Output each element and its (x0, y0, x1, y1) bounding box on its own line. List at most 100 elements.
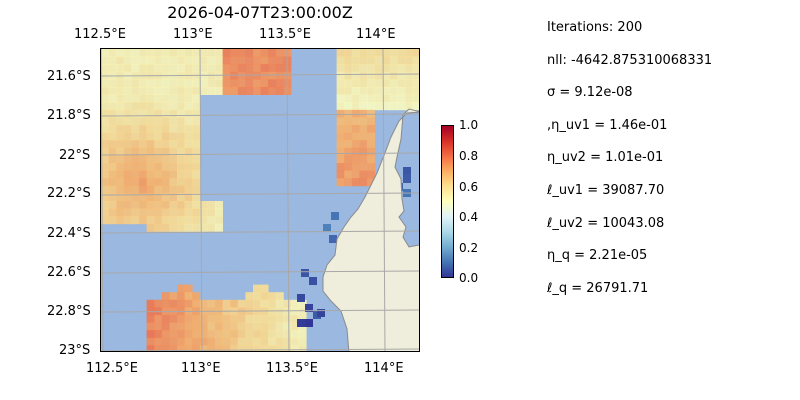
field-cell (123, 185, 132, 194)
field-cell (351, 170, 360, 179)
field-cell (154, 315, 163, 323)
field-cell (161, 155, 170, 164)
field-cell (268, 87, 277, 95)
field-cell (275, 307, 284, 316)
field-cell (344, 79, 353, 88)
field-cell (108, 49, 117, 57)
field-cell (207, 56, 216, 65)
lat-label: 22.8°S (47, 304, 91, 319)
field-cell (298, 299, 307, 308)
field-cell (154, 147, 163, 156)
field-cell (192, 178, 201, 187)
field-cell (146, 56, 155, 65)
field-cell (184, 337, 193, 346)
field-cell (108, 140, 117, 149)
field-cell (177, 79, 185, 88)
field-cell (253, 87, 261, 95)
field-cell (108, 64, 117, 73)
field-cell (215, 345, 223, 351)
field-cell (245, 315, 254, 323)
field-cell (359, 155, 368, 164)
field-cell (161, 185, 170, 194)
field-cell (207, 322, 216, 331)
field-cell (139, 140, 147, 149)
field-cell (275, 49, 284, 57)
field-cell (177, 193, 185, 202)
field-cell (215, 56, 223, 65)
field-cell (131, 193, 140, 202)
field-cell (116, 140, 125, 149)
field-cell (169, 201, 178, 209)
stat-nll: nll: -4642.875310068331 (547, 52, 713, 68)
field-cell (108, 208, 117, 217)
field-cell (123, 163, 132, 171)
field-cell (169, 87, 178, 95)
field-cell (367, 170, 375, 179)
field-cell (359, 102, 368, 111)
field-cell (336, 147, 345, 156)
field-cell (192, 140, 201, 149)
field-cell (275, 87, 284, 95)
field-cell (146, 132, 155, 141)
parallel-line (101, 309, 419, 313)
field-cell (184, 125, 193, 133)
field-cell (283, 315, 292, 323)
field-cell (215, 337, 223, 346)
field-cell (131, 201, 140, 209)
field-cell (374, 102, 383, 111)
field-cell (374, 56, 383, 65)
field-cell (123, 87, 132, 95)
field-cell (412, 64, 419, 73)
field-cell (397, 49, 406, 57)
field-cell (161, 147, 170, 156)
field-cell (177, 185, 185, 194)
field-cell (108, 94, 117, 103)
field-cell (275, 56, 284, 65)
field-cell (177, 284, 185, 293)
field-cell (108, 79, 117, 88)
field-cell (275, 79, 284, 88)
field-cell (139, 125, 147, 133)
field-cell (161, 170, 170, 179)
field-cell (184, 56, 193, 65)
field-cell (146, 155, 155, 164)
field-cell (268, 299, 277, 308)
field-cell (169, 102, 178, 111)
field-cell (253, 330, 261, 339)
field-cell (192, 102, 201, 111)
field-cell (367, 71, 375, 80)
stat-eta-q: η_q = 2.21e-05 (547, 248, 648, 264)
field-cell (161, 117, 170, 126)
field-cell (359, 147, 368, 156)
field-cell (336, 163, 345, 171)
field-cell (139, 201, 147, 209)
field-cell (184, 315, 193, 323)
field-cell (237, 315, 246, 323)
field-cell (177, 330, 185, 339)
field-cell (331, 212, 339, 220)
field-cell (192, 56, 201, 65)
field-cell (253, 345, 261, 351)
field-cell (116, 109, 125, 118)
field-cell (161, 163, 170, 171)
field-cell (139, 102, 147, 111)
field-cell (367, 87, 375, 95)
field-cell (298, 307, 307, 316)
map-panel (100, 48, 420, 352)
field-cell (382, 71, 391, 80)
field-cell (131, 49, 140, 57)
field-cell (237, 345, 246, 351)
field-cell (351, 125, 360, 133)
field-cell (184, 117, 193, 126)
field-cell (230, 315, 239, 323)
field-cell (169, 147, 178, 156)
field-cell (283, 307, 292, 316)
field-cell (336, 170, 345, 179)
field-cell (101, 208, 109, 217)
field-cell (161, 140, 170, 149)
field-cell (177, 87, 185, 95)
field-cell (184, 345, 193, 351)
field-cell (260, 71, 269, 80)
field-cell (131, 117, 140, 126)
field-cell (192, 79, 201, 88)
